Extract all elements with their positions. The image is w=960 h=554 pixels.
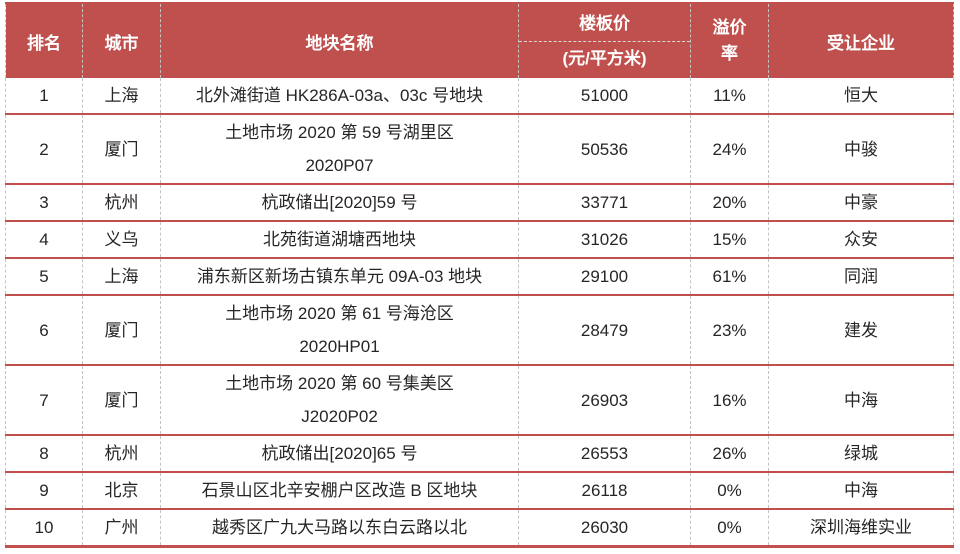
cell-premium: 16%: [690, 364, 769, 435]
cell-price: 26030: [518, 508, 691, 547]
table-row: 6 厦门 土地市场 2020 第 61 号海沧区 2020HP01 28479 …: [5, 294, 954, 365]
table-row: 8 杭州 杭政储出[2020]65 号 26553 26% 绿城: [5, 434, 954, 472]
cell-price: 29100: [518, 257, 691, 295]
cell-price: 31026: [518, 220, 691, 258]
table-row: 1 上海 北外滩街道 HK286A-03a、03c 号地块 51000 11% …: [5, 78, 954, 114]
cell-price: 26118: [518, 471, 691, 509]
cell-price: 51000: [518, 78, 691, 114]
cell-company: 绿城: [768, 434, 954, 472]
cell-rank: 7: [5, 364, 83, 435]
column-header-price: 楼板价 (元/平方米): [518, 2, 691, 78]
cell-premium: 0%: [690, 471, 769, 509]
cell-parcel-name: 土地市场 2020 第 60 号集美区 J2020P02: [160, 364, 519, 435]
cell-premium: 26%: [690, 434, 769, 472]
cell-city: 上海: [82, 257, 161, 295]
cell-rank: 10: [5, 508, 83, 547]
cell-city: 广州: [82, 508, 161, 547]
land-price-table: 排名 城市 地块名称 楼板价 (元/平方米) 溢价 率 受让企业: [5, 2, 954, 548]
table-row: 3 杭州 杭政储出[2020]59 号 33771 20% 中豪: [5, 183, 954, 221]
premium-header-line1: 溢价: [712, 18, 747, 37]
cell-city: 厦门: [82, 364, 161, 435]
cell-city: 上海: [82, 78, 161, 114]
cell-city: 义乌: [82, 220, 161, 258]
cell-premium: 20%: [690, 183, 769, 221]
cell-parcel-name: 土地市场 2020 第 59 号湖里区 2020P07: [160, 113, 519, 184]
cell-parcel-name: 石景山区北辛安棚户区改造 B 区地块: [160, 471, 519, 509]
cell-rank: 8: [5, 434, 83, 472]
cell-rank: 9: [5, 471, 83, 509]
cell-price: 26553: [518, 434, 691, 472]
cell-rank: 6: [5, 294, 83, 365]
column-header-city: 城市: [82, 2, 161, 78]
premium-header-line2: 率: [721, 44, 738, 63]
cell-premium: 15%: [690, 220, 769, 258]
cell-premium: 23%: [690, 294, 769, 365]
cell-rank: 2: [5, 113, 83, 184]
cell-city: 厦门: [82, 294, 161, 365]
cell-premium: 24%: [690, 113, 769, 184]
cell-city: 厦门: [82, 113, 161, 184]
cell-company: 恒大: [768, 78, 954, 114]
table-row: 7 厦门 土地市场 2020 第 60 号集美区 J2020P02 26903 …: [5, 364, 954, 435]
price-header-unit: (元/平方米): [562, 48, 647, 68]
price-header-title: 楼板价: [519, 10, 690, 42]
table-row: 9 北京 石景山区北辛安棚户区改造 B 区地块 26118 0% 中海: [5, 471, 954, 509]
cell-company: 众安: [768, 220, 954, 258]
cell-premium: 61%: [690, 257, 769, 295]
cell-parcel-name: 北外滩街道 HK286A-03a、03c 号地块: [160, 78, 519, 114]
cell-company: 同润: [768, 257, 954, 295]
cell-premium: 11%: [690, 78, 769, 114]
cell-rank: 3: [5, 183, 83, 221]
cell-city: 杭州: [82, 183, 161, 221]
column-header-company: 受让企业: [768, 2, 954, 78]
cell-price: 26903: [518, 364, 691, 435]
cell-company: 中海: [768, 471, 954, 509]
cell-price: 33771: [518, 183, 691, 221]
cell-company: 中豪: [768, 183, 954, 221]
cell-city: 北京: [82, 471, 161, 509]
cell-company: 深圳海维实业: [768, 508, 954, 547]
cell-rank: 5: [5, 257, 83, 295]
cell-premium: 0%: [690, 508, 769, 547]
cell-company: 中骏: [768, 113, 954, 184]
table-row: 4 义乌 北苑街道湖塘西地块 31026 15% 众安: [5, 220, 954, 258]
cell-parcel-name: 杭政储出[2020]65 号: [160, 434, 519, 472]
cell-company: 中海: [768, 364, 954, 435]
cell-parcel-name: 越秀区广九大马路以东白云路以北: [160, 508, 519, 547]
table-row: 10 广州 越秀区广九大马路以东白云路以北 26030 0% 深圳海维实业: [5, 508, 954, 547]
cell-price: 50536: [518, 113, 691, 184]
cell-city: 杭州: [82, 434, 161, 472]
cell-rank: 1: [5, 78, 83, 114]
column-header-premium: 溢价 率: [690, 2, 769, 78]
cell-rank: 4: [5, 220, 83, 258]
column-header-parcel-name: 地块名称: [160, 2, 519, 78]
cell-parcel-name: 浦东新区新场古镇东单元 09A-03 地块: [160, 257, 519, 295]
cell-parcel-name: 北苑街道湖塘西地块: [160, 220, 519, 258]
cell-parcel-name: 土地市场 2020 第 61 号海沧区 2020HP01: [160, 294, 519, 365]
cell-parcel-name: 杭政储出[2020]59 号: [160, 183, 519, 221]
column-header-rank: 排名: [5, 2, 83, 78]
header-row: 排名 城市 地块名称 楼板价 (元/平方米) 溢价 率 受让企业: [5, 2, 954, 78]
cell-company: 建发: [768, 294, 954, 365]
table-row: 5 上海 浦东新区新场古镇东单元 09A-03 地块 29100 61% 同润: [5, 257, 954, 295]
cell-price: 28479: [518, 294, 691, 365]
table-row: 2 厦门 土地市场 2020 第 59 号湖里区 2020P07 50536 2…: [5, 113, 954, 184]
